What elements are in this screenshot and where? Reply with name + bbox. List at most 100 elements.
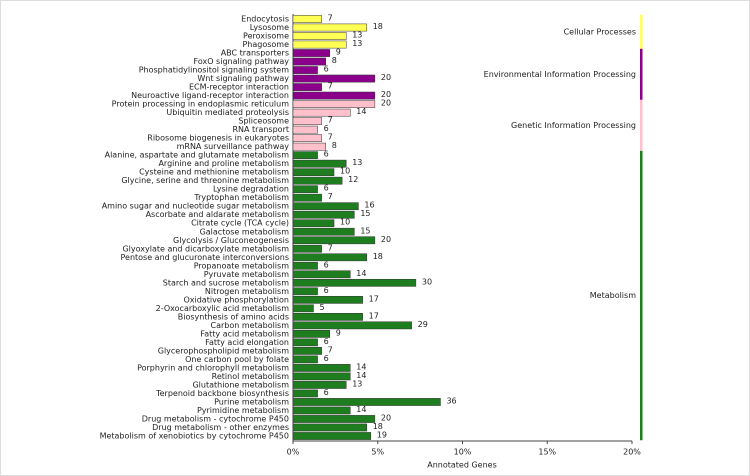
bar (292, 347, 322, 355)
data-label: 14 (356, 107, 366, 116)
bar (292, 261, 318, 270)
data-label: 8 (332, 56, 337, 65)
data-label: 6 (324, 184, 329, 193)
data-label: 7 (328, 116, 333, 125)
data-label: 13 (352, 158, 362, 167)
data-label: 7 (328, 14, 333, 23)
x-tick-label: 0% (287, 448, 300, 457)
data-label: 14 (356, 405, 366, 414)
y-tick-label: Ribosome biogenesis in eukaryotes (147, 134, 289, 143)
data-label: 15 (360, 226, 370, 235)
data-label: 6 (324, 124, 329, 133)
y-tick-label: Phosphatidylinositol signaling system (139, 66, 289, 75)
group-band (640, 99, 643, 151)
y-tick-label: Endocytosis (241, 15, 289, 24)
data-label: 19 (377, 431, 387, 440)
bar (292, 142, 326, 151)
data-label: 12 (348, 175, 358, 184)
data-label: 7 (328, 243, 333, 252)
y-tick-label: Peroxisome (243, 32, 289, 41)
bar (292, 193, 322, 202)
y-tick-label: Galactose metabolism (200, 227, 290, 236)
y-tick-label: Porphyrin and chlorophyll metabolism (137, 363, 289, 372)
bar (292, 338, 318, 347)
x-axis-label: Annotated Genes (427, 461, 497, 470)
bar (292, 134, 322, 142)
bar (292, 74, 376, 83)
y-tick-label: Arginine and proline metabolism (158, 159, 289, 168)
bar (292, 372, 351, 381)
y-tick-label: Glutathione metabolism (192, 380, 289, 389)
x-tick-label: 5% (371, 448, 384, 457)
bar (292, 202, 359, 211)
data-label: 5 (320, 303, 325, 312)
bar (292, 168, 335, 177)
bar (292, 210, 355, 219)
y-tick-label: Pyruvate metabolism (204, 270, 289, 279)
data-label: 18 (373, 22, 383, 31)
data-label: 20 (381, 235, 391, 244)
bar (292, 278, 417, 287)
y-tick-label: Oxidative phosphorylation (183, 295, 289, 304)
bar (292, 321, 412, 330)
data-label: 36 (446, 396, 456, 405)
y-tick-label: One carbon pool by folate (185, 355, 289, 364)
y-tick-label: Alanine, aspartate and glutamate metabol… (105, 151, 290, 160)
bar (292, 15, 322, 23)
y-tick-label: Pyrimidine metabolism (197, 406, 289, 415)
data-label: 13 (352, 31, 362, 40)
x-tick-label: 10% (454, 448, 472, 457)
bar (292, 398, 441, 406)
data-label: 30 (422, 277, 432, 286)
data-label: 16 (364, 201, 374, 210)
bar (292, 389, 318, 398)
y-tick-label: Spliceosome (238, 117, 289, 126)
bar (292, 406, 351, 415)
y-tick-label: Biosynthesis of amino acids (178, 312, 289, 321)
data-label: 18 (373, 252, 383, 261)
group-label: Environmental Information Processing (484, 70, 636, 79)
bar (292, 432, 372, 440)
bar (292, 219, 335, 228)
bar (292, 32, 347, 40)
y-tick-label: Nitrogen metabolism (205, 287, 289, 296)
data-label: 14 (356, 269, 366, 278)
y-tick-label: Fatty acid metabolism (200, 329, 289, 338)
data-label: 6 (324, 337, 329, 346)
bar (292, 253, 367, 262)
bar (292, 423, 367, 432)
y-tick-label: Metabolism of xenobiotics by cytochrome … (100, 432, 289, 441)
data-label: 17 (369, 294, 379, 303)
y-tick-label: Glyoxylate and dicarboxylate metabolism (122, 244, 289, 253)
bar (292, 125, 318, 134)
y-tick-label: Drug metabolism - cytochrome P450 (142, 414, 289, 423)
y-tick-label: Glycolysis / Gluconeogenesis (173, 236, 289, 245)
data-label: 20 (381, 73, 391, 82)
data-label: 6 (324, 260, 329, 269)
y-tick-label: Cysteine and methionine metabolism (139, 168, 289, 177)
y-tick-label: Tryptophan metabolism (193, 193, 289, 202)
data-label: 13 (352, 39, 362, 48)
bar (292, 330, 331, 338)
bar (292, 185, 318, 194)
bar (292, 295, 363, 304)
data-label: 17 (369, 311, 379, 320)
y-tick-label: ABC transporters (221, 49, 289, 58)
data-label: 15 (360, 209, 370, 218)
bar (292, 244, 322, 253)
y-tick-label: RNA transport (232, 125, 289, 134)
bar (292, 355, 318, 364)
data-label: 6 (324, 150, 329, 159)
bar (292, 108, 351, 117)
bar (292, 287, 318, 296)
bar (292, 364, 351, 372)
y-tick-label: Glycine, serine and threonine metabolism (121, 176, 289, 185)
bar (292, 66, 318, 74)
data-label: 20 (381, 413, 391, 422)
bar (292, 227, 355, 236)
y-tick-label: Wnt signaling pathway (197, 74, 289, 83)
data-label: 20 (381, 99, 391, 108)
y-tick-label: Citrate cycle (TCA cycle) (191, 219, 289, 228)
group-band (640, 150, 643, 441)
y-tick-label: Starch and sucrose metabolism (163, 278, 289, 287)
